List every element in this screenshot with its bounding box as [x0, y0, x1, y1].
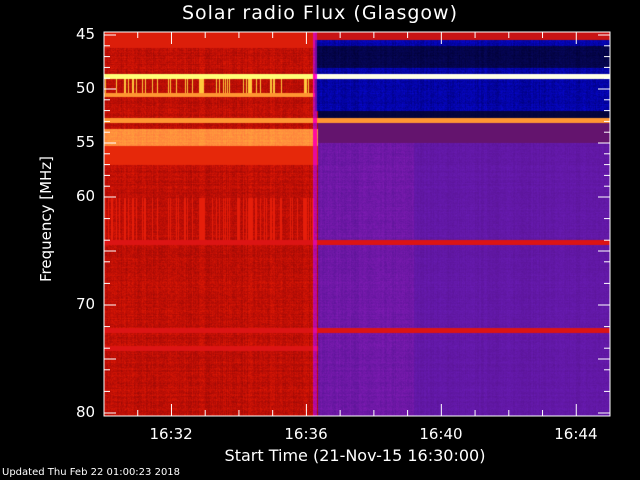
x-tick-label: 16:32	[149, 425, 193, 443]
x-tick-label: 16:40	[419, 425, 463, 443]
y-tick-label: 60	[76, 187, 96, 205]
y-tick-label: 55	[76, 133, 96, 151]
x-tick-label: 16:44	[554, 425, 598, 443]
chart-title: Solar radio Flux (Glasgow)	[181, 2, 459, 24]
plot-frame	[103, 31, 611, 417]
x-tick-label: 16:36	[284, 425, 328, 443]
y-tick-label: 80	[76, 403, 96, 421]
updated-timestamp: Updated Thu Feb 22 01:00:23 2018	[2, 467, 181, 478]
y-axis-label: Frequency [MHz]	[37, 155, 55, 283]
y-tick-label: 70	[76, 295, 96, 313]
y-tick-label: 45	[76, 25, 96, 43]
y-tick-label: 50	[76, 79, 96, 97]
spectrogram	[104, 32, 610, 416]
x-axis-label: Start Time (21-Nov-15 16:30:00)	[224, 446, 486, 465]
